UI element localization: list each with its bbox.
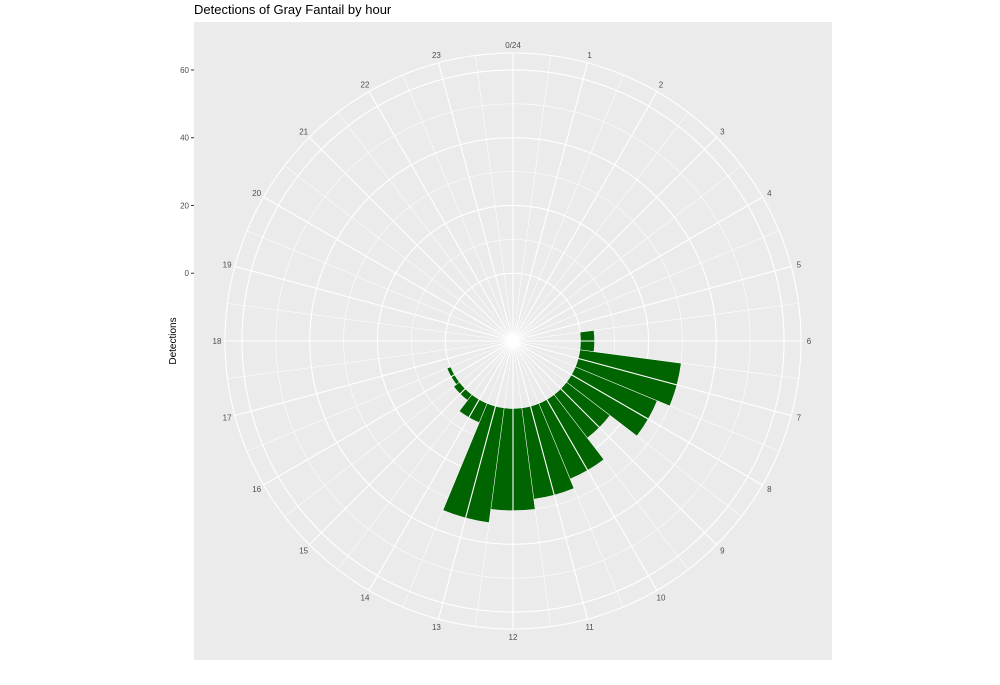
- spoke-major: [512, 62, 589, 342]
- hour-label-4: 4: [767, 189, 772, 198]
- spoke-major: [512, 265, 792, 342]
- spoke-minor: [402, 340, 514, 608]
- y-tick-label: 20: [180, 201, 189, 210]
- hour-label-1: 1: [587, 51, 592, 60]
- hour-label-6: 6: [807, 337, 812, 346]
- y-tick-label: 0: [185, 269, 190, 278]
- hour-label-15: 15: [299, 546, 308, 555]
- spoke-major: [512, 136, 718, 342]
- hour-label-20: 20: [252, 189, 261, 198]
- spoke-major: [234, 340, 514, 417]
- spoke-major: [512, 340, 718, 546]
- hour-label-12: 12: [509, 633, 518, 642]
- hour-label-3: 3: [720, 128, 725, 137]
- y-tick-label: 40: [180, 134, 189, 143]
- spoke-major: [512, 340, 589, 620]
- spoke-minor: [512, 340, 799, 379]
- spoke-major: [512, 91, 658, 342]
- y-axis-label: Detections: [168, 317, 179, 364]
- spoke-minor: [512, 230, 780, 342]
- hour-label-16: 16: [252, 485, 261, 494]
- spoke-minor: [227, 340, 514, 379]
- hour-label-8: 8: [767, 485, 772, 494]
- bar-hour-8: [566, 366, 657, 436]
- bar-hour-10: [538, 394, 604, 479]
- spoke-minor: [512, 340, 742, 517]
- spoke-minor: [475, 55, 514, 342]
- spoke-minor: [402, 74, 514, 342]
- hour-label-10: 10: [657, 593, 666, 602]
- bar-hour-14: [459, 394, 488, 423]
- bar-hour-7: [575, 349, 681, 406]
- y-tick-label: 60: [180, 66, 189, 75]
- spoke-minor: [512, 340, 689, 570]
- spoke-minor: [512, 303, 799, 342]
- hour-label-0: 0/24: [505, 41, 521, 50]
- hour-label-19: 19: [223, 260, 232, 269]
- hour-label-7: 7: [797, 414, 802, 423]
- hour-label-21: 21: [299, 128, 308, 137]
- spoke-minor: [512, 340, 624, 608]
- hour-label-14: 14: [361, 593, 370, 602]
- spoke-minor: [337, 340, 514, 570]
- spoke-minor: [512, 112, 689, 342]
- bar-hour-11: [521, 403, 574, 499]
- spoke-major: [512, 196, 763, 342]
- spoke-minor: [284, 165, 514, 342]
- spoke-minor: [512, 165, 742, 342]
- spoke-minor: [227, 303, 514, 342]
- spoke-major: [368, 340, 514, 591]
- bar-hour-13: [442, 403, 505, 523]
- hour-labels: 0/24123456789101112131415161718192021222…: [213, 41, 812, 642]
- chart-title: Detections of Gray Fantail by hour: [194, 2, 392, 17]
- spoke-major: [308, 136, 514, 342]
- spoke-minor: [475, 340, 514, 627]
- hour-label-22: 22: [361, 81, 370, 90]
- spoke-minor: [512, 340, 551, 627]
- spoke-major: [437, 340, 514, 620]
- spoke-minor: [246, 230, 514, 342]
- spoke-minor: [512, 55, 551, 342]
- spoke-major: [234, 265, 514, 342]
- spoke-major: [512, 340, 763, 486]
- hour-label-17: 17: [223, 414, 232, 423]
- hour-label-2: 2: [659, 81, 664, 90]
- spoke-major: [512, 340, 658, 591]
- hour-label-13: 13: [432, 623, 441, 632]
- spoke-major: [263, 340, 514, 486]
- spoke-major: [263, 196, 514, 342]
- spoke-minor: [337, 112, 514, 342]
- spoke-major: [308, 340, 514, 546]
- hour-spokes: [225, 53, 801, 629]
- hour-label-5: 5: [797, 260, 802, 269]
- spoke-minor: [512, 340, 780, 452]
- spoke-minor: [246, 340, 514, 452]
- spoke-minor: [284, 340, 514, 517]
- hour-label-9: 9: [720, 546, 725, 555]
- spoke-minor: [512, 74, 624, 342]
- hour-label-23: 23: [432, 51, 441, 60]
- spoke-major: [368, 91, 514, 342]
- spoke-major: [437, 62, 514, 342]
- hour-label-11: 11: [585, 623, 594, 632]
- hour-label-18: 18: [213, 337, 222, 346]
- y-axis: 0 20 40 60: [180, 66, 194, 278]
- spoke-major: [512, 340, 792, 417]
